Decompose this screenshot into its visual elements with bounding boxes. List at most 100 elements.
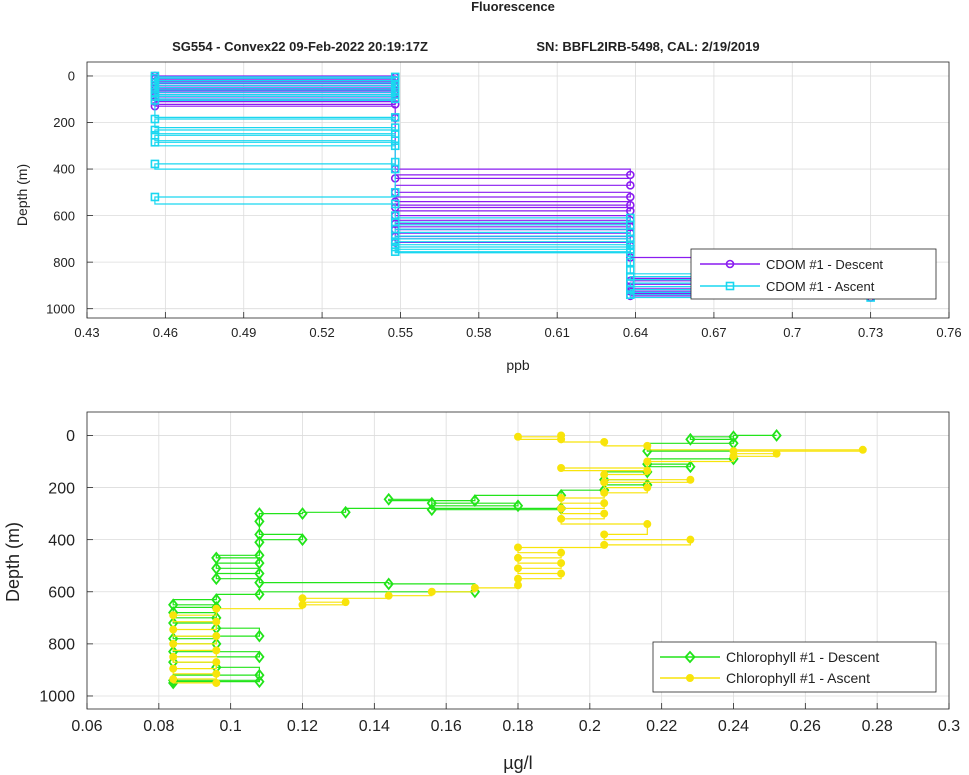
- data-point-cdom-1-ascent: [150, 159, 160, 169]
- data-point-chlorophyll-1-descent: [254, 548, 265, 562]
- figure-subtitle-right: SN: BBFL2IRB-5498, CAL: 2/19/2019: [536, 39, 759, 54]
- data-point-cdom-1-ascent: [150, 71, 160, 81]
- data-point-chlorophyll-1-ascent: [212, 604, 221, 613]
- data-point-chlorophyll-1-descent: [211, 593, 222, 607]
- data-point-chlorophyll-1-ascent: [772, 449, 781, 458]
- data-point-chlorophyll-1-descent: [685, 432, 696, 446]
- data-point-chlorophyll-1-ascent: [600, 437, 609, 446]
- data-point-chlorophyll-1-descent: [254, 650, 265, 664]
- data-point-chlorophyll-1-ascent: [600, 470, 609, 479]
- chlorophyll-x-tick-label: 0.16: [431, 718, 462, 735]
- cdom-y-tick-label: 800: [53, 255, 75, 270]
- data-point-chlorophyll-1-ascent: [557, 569, 566, 578]
- data-point-chlorophyll-1-descent: [254, 668, 265, 682]
- data-point-chlorophyll-1-ascent: [384, 591, 393, 600]
- data-point-chlorophyll-1-descent: [685, 460, 696, 474]
- cdom-x-tick-label: 0.61: [545, 325, 570, 340]
- data-point-chlorophyll-1-descent: [168, 598, 179, 612]
- data-point-chlorophyll-1-ascent: [169, 675, 178, 684]
- data-point-chlorophyll-1-ascent: [643, 441, 652, 450]
- chlorophyll-x-axis-label: µg/l: [503, 753, 532, 773]
- data-point-chlorophyll-1-ascent: [557, 514, 566, 523]
- data-point-chlorophyll-1-ascent: [600, 478, 609, 487]
- chlorophyll-legend-ascent-marker: [686, 674, 694, 682]
- cdom-legend: CDOM #1 - Descent CDOM #1 - Ascent: [690, 248, 937, 300]
- data-point-chlorophyll-1-ascent: [557, 431, 566, 440]
- data-point-chlorophyll-1-ascent: [600, 509, 609, 518]
- data-point-cdom-1-ascent: [390, 188, 400, 197]
- cdom-x-tick-labels: 0.43 0.46 0.49 0.52 0.55 0.58 0.61 0.64 0.67 0.7 0…: [74, 325, 961, 340]
- cdom-y-tick-label: 0: [68, 69, 75, 84]
- data-point-cdom-1-descent: [626, 181, 635, 190]
- data-point-chlorophyll-1-ascent: [212, 669, 221, 678]
- data-point-chlorophyll-1-ascent: [557, 559, 566, 568]
- chlorophyll-x-tick-label: 0.1: [220, 718, 242, 735]
- chlorophyll-x-tick-label: 0.22: [646, 718, 677, 735]
- cdom-legend-ascent-label: CDOM #1 - Ascent: [766, 279, 875, 294]
- data-point-chlorophyll-1-descent: [297, 533, 308, 547]
- data-point-chlorophyll-1-descent: [469, 494, 481, 508]
- data-point-chlorophyll-1-ascent: [298, 600, 307, 609]
- data-point-chlorophyll-1-descent: [426, 496, 437, 510]
- chlorophyll-x-tick-label: 0.28: [862, 718, 893, 735]
- chlorophyll-x-tick-labels: 0.06 0.08 0.1 0.12 0.14 0.16 0.18 0.2 0.22 0.24 0.…: [71, 718, 960, 735]
- cdom-y-tick-label: 400: [53, 162, 75, 177]
- data-point-cdom-1-descent: [626, 200, 635, 210]
- data-point-chlorophyll-1-ascent: [212, 658, 221, 667]
- data-point-chlorophyll-1-ascent: [643, 520, 652, 529]
- chlorophyll-x-tick-label: 0.14: [359, 718, 390, 735]
- cdom-x-tick-label: 0.46: [153, 325, 178, 340]
- data-point-chlorophyll-1-ascent: [341, 598, 350, 607]
- data-point-chlorophyll-1-ascent: [557, 464, 566, 473]
- data-point-chlorophyll-1-ascent: [169, 625, 178, 634]
- chlorophyll-x-tick-label: 0.2: [579, 718, 601, 735]
- data-point-chlorophyll-1-ascent: [427, 587, 436, 596]
- data-point-chlorophyll-1-descent: [771, 429, 782, 442]
- data-point-chlorophyll-1-descent: [254, 576, 265, 590]
- data-point-chlorophyll-1-ascent: [514, 553, 522, 562]
- data-point-chlorophyll-1-ascent: [600, 488, 609, 497]
- data-point-chlorophyll-1-ascent: [169, 611, 178, 620]
- cdom-chart: 0.43 0.46 0.49 0.52 0.55 0.58 0.61 0.64 0.67 0.7 0…: [14, 61, 962, 373]
- data-point-cdom-1-ascent: [390, 72, 400, 82]
- data-point-chlorophyll-1-ascent: [729, 447, 738, 456]
- data-point-cdom-1-ascent: [390, 157, 400, 167]
- data-point-cdom-1-ascent: [150, 83, 160, 92]
- cdom-x-tick-label: 0.67: [701, 325, 726, 340]
- data-point-cdom-1-ascent: [390, 129, 400, 138]
- chlorophyll-axis-ticks: [86, 435, 950, 709]
- data-point-chlorophyll-1-descent: [254, 675, 265, 689]
- chlorophyll-legend-ascent-label: Chlorophyll #1 - Ascent: [726, 670, 870, 686]
- data-point-cdom-1-ascent: [390, 85, 400, 95]
- data-point-chlorophyll-1-ascent: [686, 535, 695, 544]
- chlorophyll-x-tick-label: 0.3: [938, 718, 960, 735]
- data-point-chlorophyll-1-ascent: [470, 583, 479, 592]
- data-point-chlorophyll-1-descent: [383, 577, 394, 591]
- data-point-chlorophyll-1-ascent: [298, 594, 307, 603]
- figure-title: Fluorescence: [471, 0, 555, 14]
- data-point-cdom-1-ascent: [626, 240, 635, 249]
- data-point-cdom-1-ascent: [390, 237, 400, 246]
- data-point-cdom-1-ascent: [626, 213, 635, 223]
- data-point-cdom-1-ascent: [390, 199, 400, 209]
- data-point-cdom-1-ascent: [626, 290, 635, 300]
- cdom-x-axis-label: ppb: [506, 357, 530, 373]
- data-point-cdom-1-ascent: [150, 87, 160, 97]
- chlorophyll-legend: Chlorophyll #1 - Descent Chlorophyll #1 …: [652, 641, 937, 693]
- chlorophyll-y-axis-label: Depth (m): [3, 522, 23, 602]
- data-point-chlorophyll-1-ascent: [514, 564, 522, 573]
- data-point-chlorophyll-1-ascent: [600, 530, 609, 539]
- data-point-cdom-1-ascent: [390, 247, 400, 256]
- cdom-y-tick-label: 200: [53, 115, 75, 130]
- cdom-x-tick-label: 0.55: [388, 325, 413, 340]
- cdom-x-tick-label: 0.52: [309, 325, 334, 340]
- data-point-chlorophyll-1-descent: [383, 492, 394, 506]
- cdom-legend-descent-label: CDOM #1 - Descent: [766, 257, 883, 272]
- data-point-chlorophyll-1-ascent: [557, 493, 566, 502]
- data-point-chlorophyll-1-ascent: [514, 543, 522, 552]
- data-point-chlorophyll-1-ascent: [212, 646, 221, 655]
- chlorophyll-y-tick-label: 800: [48, 637, 75, 654]
- data-point-cdom-1-ascent: [150, 125, 160, 135]
- data-point-cdom-1-ascent: [626, 245, 635, 254]
- data-point-chlorophyll-1-ascent: [600, 540, 609, 549]
